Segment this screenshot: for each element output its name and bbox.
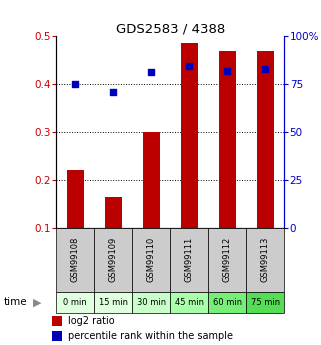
Point xyxy=(149,69,154,75)
Bar xyxy=(132,228,170,292)
Bar xyxy=(143,132,160,228)
Text: GSM99110: GSM99110 xyxy=(147,237,156,282)
Bar xyxy=(246,292,284,313)
Bar xyxy=(94,292,132,313)
Text: GSM99112: GSM99112 xyxy=(222,237,232,282)
Title: GDS2583 / 4388: GDS2583 / 4388 xyxy=(116,22,225,35)
Bar xyxy=(52,331,62,341)
Text: GSM99111: GSM99111 xyxy=(185,237,194,282)
Bar xyxy=(56,228,94,292)
Bar xyxy=(208,228,246,292)
Bar xyxy=(256,51,273,228)
Text: 60 min: 60 min xyxy=(213,298,242,307)
Bar xyxy=(181,43,198,228)
Text: percentile rank within the sample: percentile rank within the sample xyxy=(68,331,233,341)
Bar xyxy=(94,228,132,292)
Text: GSM99109: GSM99109 xyxy=(108,237,118,282)
Bar xyxy=(67,170,84,228)
Text: log2 ratio: log2 ratio xyxy=(68,316,115,326)
Text: time: time xyxy=(3,297,27,307)
Text: 75 min: 75 min xyxy=(250,298,280,307)
Bar xyxy=(132,292,170,313)
Bar xyxy=(56,292,94,313)
Bar xyxy=(52,316,62,326)
Text: 45 min: 45 min xyxy=(175,298,204,307)
Bar xyxy=(219,51,236,228)
Text: GSM99108: GSM99108 xyxy=(71,237,80,282)
Text: 30 min: 30 min xyxy=(136,298,166,307)
Text: ▶: ▶ xyxy=(33,297,41,307)
Point xyxy=(73,81,78,86)
Text: GSM99113: GSM99113 xyxy=(261,237,270,282)
Bar xyxy=(170,228,208,292)
Bar xyxy=(105,197,122,228)
Point xyxy=(224,68,230,73)
Bar xyxy=(246,228,284,292)
Bar xyxy=(208,292,246,313)
Bar xyxy=(170,292,208,313)
Point xyxy=(110,89,116,95)
Text: 0 min: 0 min xyxy=(63,298,87,307)
Point xyxy=(187,63,192,69)
Point xyxy=(263,66,268,71)
Text: 15 min: 15 min xyxy=(99,298,128,307)
